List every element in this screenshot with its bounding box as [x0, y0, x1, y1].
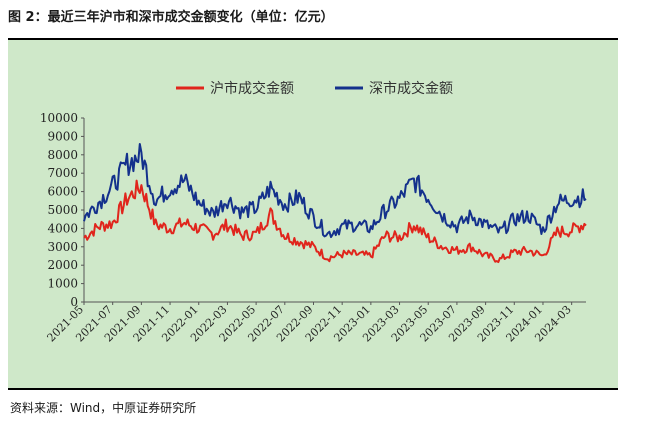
- series-line-sh: [83, 179, 587, 264]
- y-tick-label: 2000: [47, 258, 78, 272]
- y-tick-label: 8000: [47, 148, 78, 162]
- source-note: 资料来源：Wind，中原证券研究所: [10, 401, 197, 415]
- legend-label: 沪市成交金额: [210, 80, 294, 97]
- legend-label: 深市成交金额: [369, 80, 453, 97]
- figure-title: 图 2：最近三年沪市和深市成交金额变化（单位：亿元）: [8, 10, 334, 25]
- y-tick-label: 4000: [47, 221, 78, 235]
- chart: 0 1000 2000 3000 4000 5000 6000 7000 8000 9000 100…: [40, 80, 587, 344]
- y-tick-label: 6000: [47, 185, 78, 199]
- top-rule: [8, 38, 618, 40]
- y-tick-label: 1000: [47, 277, 78, 291]
- bottom-rule: [8, 388, 618, 390]
- y-tick-label: 0: [70, 295, 78, 309]
- y-tick-label: 9000: [47, 129, 78, 143]
- y-tick-label: 10000: [40, 111, 78, 125]
- y-tick-label: 7000: [47, 166, 78, 180]
- series-line-sz: [83, 143, 587, 239]
- y-tick-label: 3000: [47, 240, 78, 254]
- y-tick-label: 5000: [47, 203, 78, 217]
